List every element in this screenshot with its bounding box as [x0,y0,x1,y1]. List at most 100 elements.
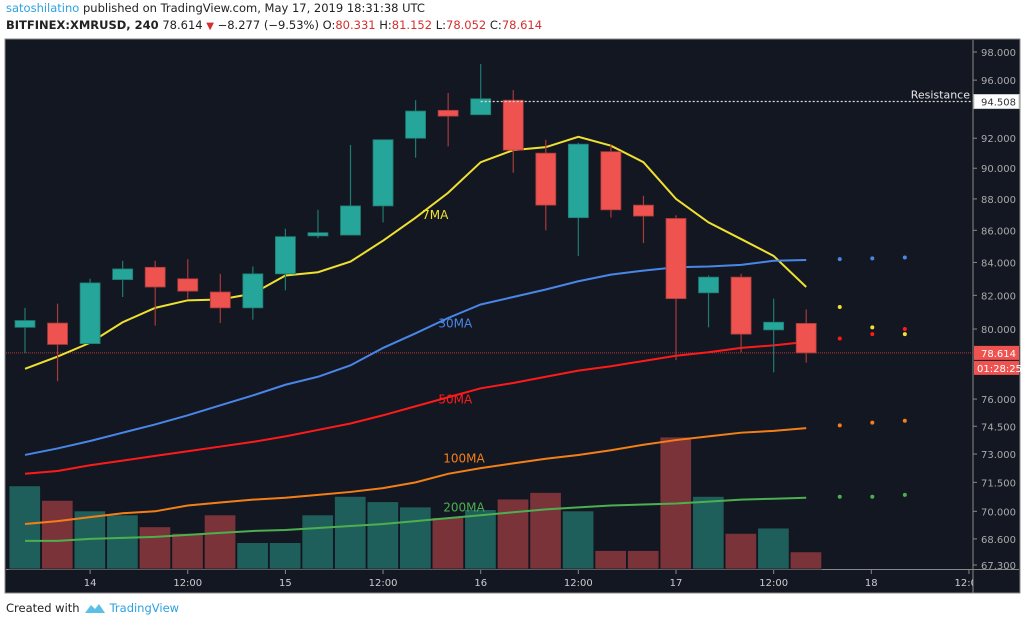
candle-down [665,218,687,300]
time-tick-label: 18 [865,578,878,589]
ma-projection-dot [902,327,907,332]
ma-projection-dot [902,255,907,260]
low-value: 78.052 [446,18,487,32]
candle-down [795,322,817,354]
time-tick-label: 16 [474,578,487,589]
price-tick-label: 82.000 [981,291,1016,302]
price-tick-label: 67.300 [981,561,1016,572]
volume-bar [138,526,172,570]
volume-bar [301,514,334,570]
volume-bar [692,495,725,570]
time-tick-label: 14 [84,578,97,589]
volume-bar [203,514,237,570]
footer: Created with TradingView [6,601,179,615]
ma-projection-dot [870,420,875,425]
price-tick-label: 68.600 [981,535,1016,546]
volume-bar [171,532,204,570]
ma-projection-dot [902,492,907,497]
candle-down [502,99,524,151]
tradingview-link[interactable]: TradingView [109,601,180,615]
candle-up [307,232,329,237]
volume-bar [789,551,823,570]
candle-down [600,151,622,211]
candle-down [177,278,199,292]
last-price-tag [974,345,1019,360]
ma-projection-dot [837,336,842,341]
time-tick-label: 17 [670,578,683,589]
candle-down [535,152,557,206]
ma-projection-dot [837,257,842,262]
candle-up [14,320,36,328]
price-tick-label: 74.500 [981,422,1016,433]
ma-label-100ma: 100MA [443,451,485,465]
low-label: L: [435,18,446,32]
ma-projection-dot [837,305,842,310]
price-tick-label: 71.500 [981,478,1016,489]
ma-projection-dot [837,494,842,499]
candle-down [144,266,166,288]
volume-bar [431,517,465,570]
candle-up [242,273,264,309]
symbol-label: BITFINEX:XMRUSD, 240 [6,18,159,32]
volume-bar [366,501,399,570]
volume-bars [8,436,823,570]
ma-projection-dot [870,332,875,337]
high-label: H: [379,18,392,32]
down-triangle-icon: ▼ [206,21,214,32]
candle-up [79,282,101,345]
countdown-label: 01:28:25 [977,364,1022,375]
time-tick-label: 12:00 [564,578,593,589]
ma-label-30ma: 30MA [438,316,473,330]
symbol-line: BITFINEX:XMRUSD, 240 78.614 ▼ −8.277 (−9… [6,18,542,32]
volume-bar [464,509,497,570]
price-tick-label: 86.000 [981,226,1016,237]
volume-bar [41,499,74,570]
created-with-label: Created with [6,601,80,615]
volume-bar [268,542,302,570]
last-price-label: 78.614 [981,349,1016,360]
tradingview-logo-icon [84,604,105,613]
price-tick-label: 80.000 [981,325,1016,336]
candle-down [730,276,752,335]
ma-label-200ma: 200MA [443,500,485,514]
ma-line-100ma [24,427,807,526]
volume-bar [724,532,757,570]
time-axis[interactable]: 14 12:00 15 12:00 16 12:00 17 12:00 18 12:00 [84,570,984,589]
resistance-label: Resistance [911,89,971,102]
volume-bar [627,550,660,570]
publish-line: satoshilatino published on TradingView.c… [6,1,425,15]
volume-bar [529,492,562,570]
time-tick-label: 12:00 [759,578,788,589]
open-label: O: [322,18,336,32]
volume-bar [561,510,595,570]
price-change: −8.277 (−9.53%) [217,18,319,32]
publish-info: published on TradingView.com, May 17, 20… [83,1,425,15]
price-axis[interactable]: 98.000 96.000 92.000 90.000 88.000 86.000 84.0… [973,48,1022,572]
price-tick-label: 98.000 [981,48,1016,59]
candle-down [633,204,654,217]
candle-down [47,322,68,345]
candle-up [274,236,296,275]
price-tick-label: 84.000 [981,258,1016,269]
countdown-tag [974,360,1019,375]
candle-down [209,291,231,309]
volume-bar [8,485,41,570]
high-value: 81.152 [391,18,433,32]
price-tick-label: 76.000 [981,395,1016,406]
ma-projection-dot [870,494,875,499]
price-tick-label: 92.000 [981,134,1016,145]
volume-bar [594,550,627,570]
ma-label-7ma: 7MA [422,208,449,222]
time-tick-label: 12:00 [369,578,398,589]
ma-projection-dot [902,418,907,423]
candles [14,63,817,382]
volume-bar [236,542,269,570]
time-tick-label: 12:00 [955,578,984,589]
resistance-price-label: 94.508 [981,98,1016,109]
close-value: 78.614 [501,18,543,32]
author-link[interactable]: satoshilatino [6,1,80,15]
ma-label-50ma: 50MA [438,393,473,407]
ma-projection-dot [837,423,842,428]
open-value: 80.331 [335,18,376,32]
